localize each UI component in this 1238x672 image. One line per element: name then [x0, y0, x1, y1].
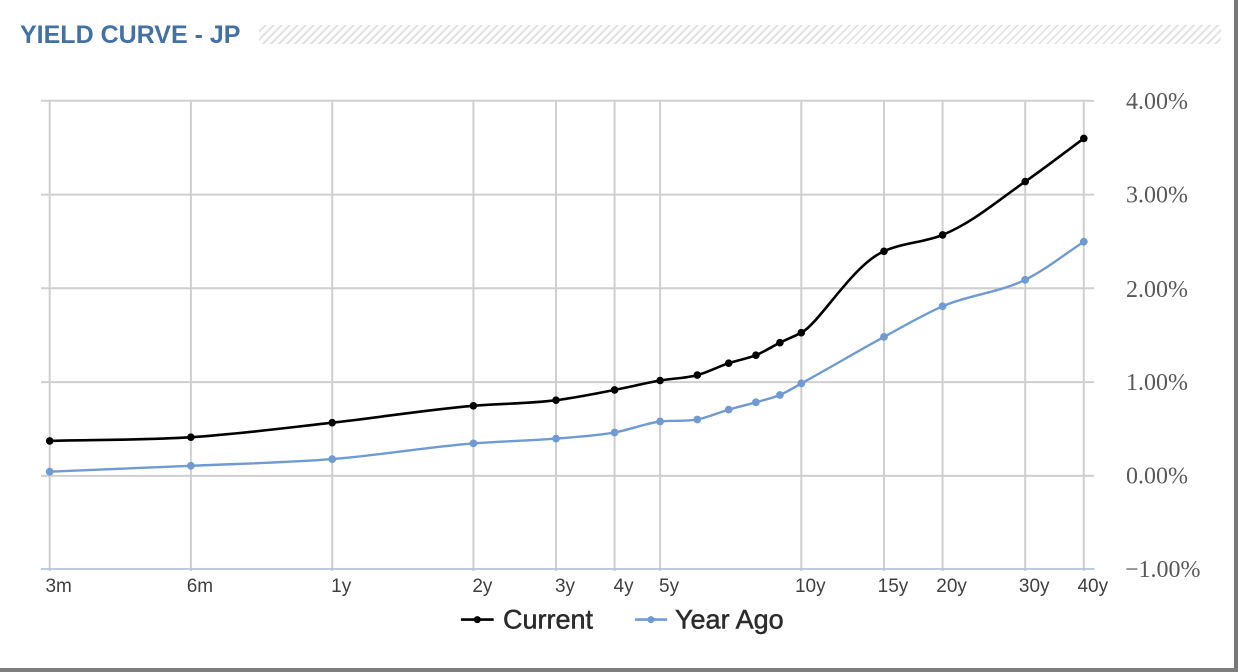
svg-text:3.00%: 3.00% — [1126, 182, 1188, 208]
svg-text:3m: 3m — [45, 576, 71, 597]
svg-text:2.00%: 2.00% — [1126, 277, 1188, 303]
svg-text:20y: 20y — [936, 576, 967, 597]
svg-text:6m: 6m — [187, 576, 213, 597]
svg-text:0.00%: 0.00% — [1126, 464, 1188, 490]
svg-text:1.00%: 1.00% — [1126, 370, 1188, 396]
svg-text:10y: 10y — [795, 576, 826, 597]
svg-text:2y: 2y — [472, 576, 493, 597]
svg-text:4y: 4y — [614, 576, 635, 597]
svg-text:5y: 5y — [659, 576, 680, 597]
svg-text:3y: 3y — [555, 576, 576, 597]
svg-text:4.00%: 4.00% — [1126, 89, 1188, 115]
svg-text:15y: 15y — [878, 576, 909, 597]
svg-text:1y: 1y — [331, 576, 352, 597]
svg-text:40y: 40y — [1077, 576, 1108, 597]
svg-text:30y: 30y — [1019, 576, 1050, 597]
svg-text:Current: Current — [503, 605, 594, 635]
svg-text:−1.00%: −1.00% — [1125, 557, 1201, 583]
svg-text:Year Ago: Year Ago — [675, 605, 784, 635]
